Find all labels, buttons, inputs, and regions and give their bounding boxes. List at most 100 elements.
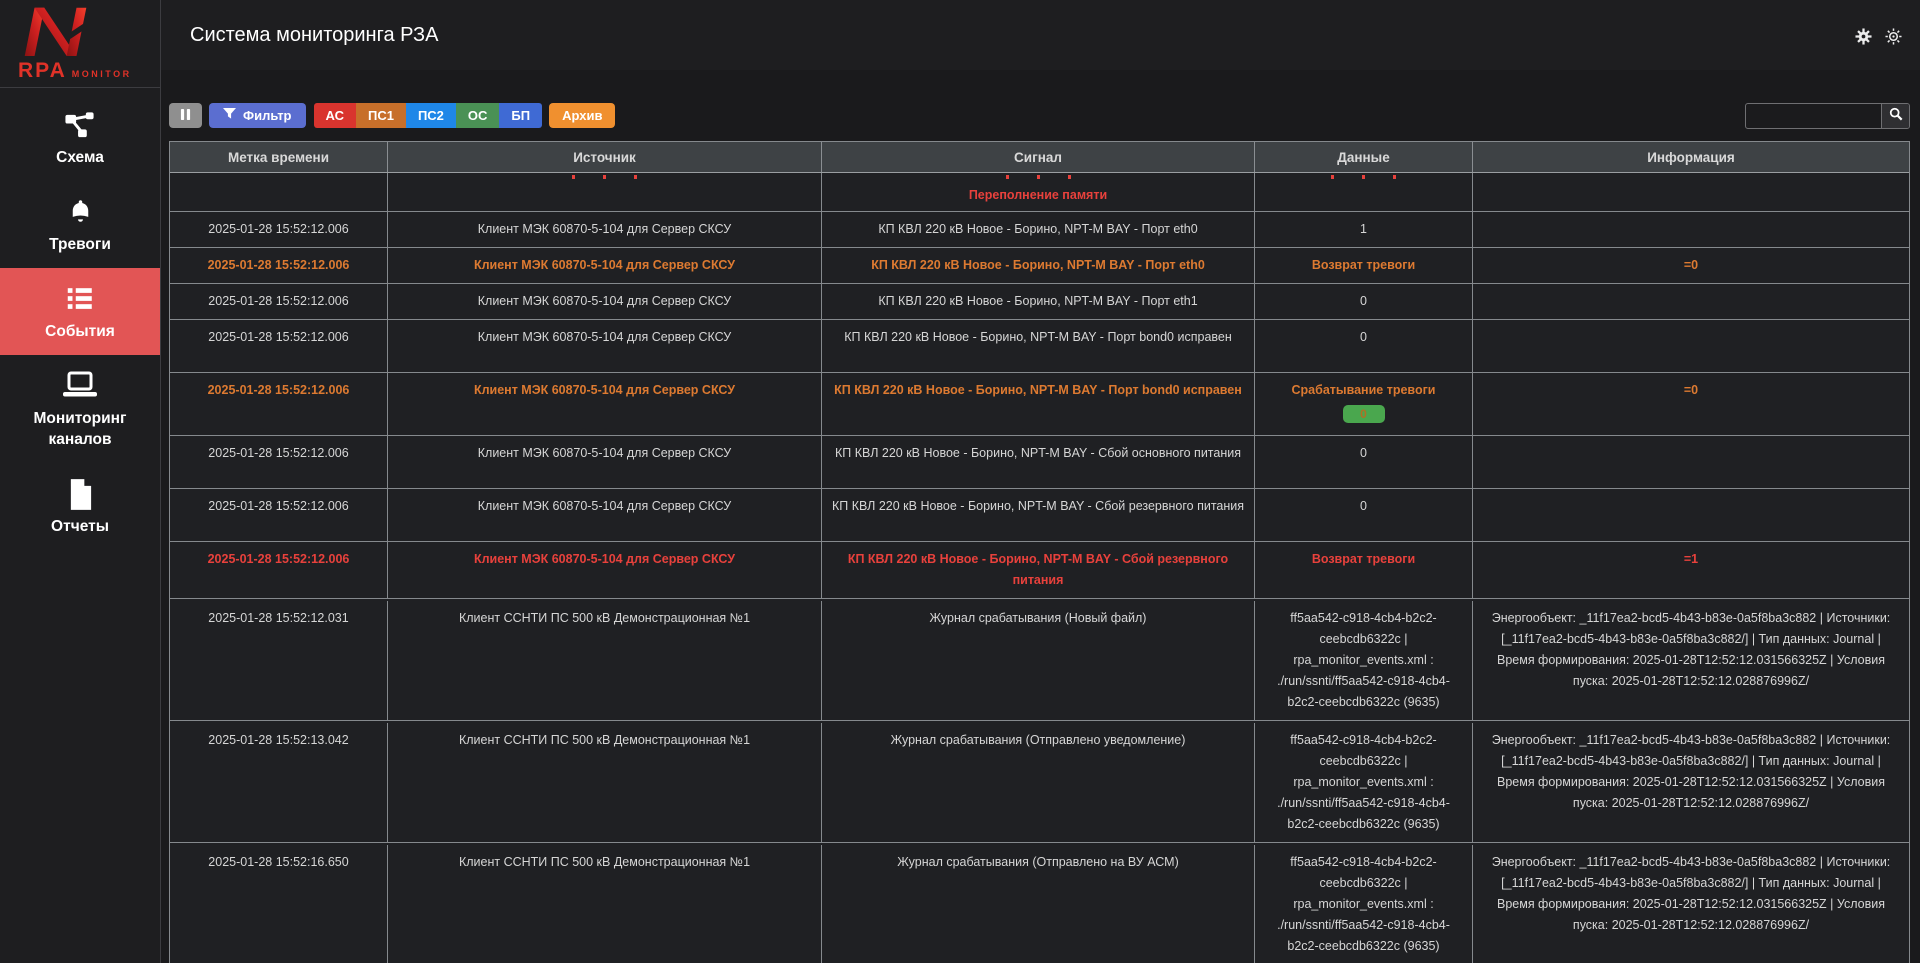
filter-chip-ps2[interactable]: ПС2 [406, 103, 456, 128]
alarms-bell-icon [6, 195, 154, 229]
sidebar-item-label: События [6, 321, 154, 342]
cell-time: 2025-01-28 15:52:12.006 [170, 436, 388, 488]
settings-gear-icon[interactable] [1855, 28, 1872, 45]
cell-signal-text: Переполнение памяти [969, 185, 1107, 206]
cell-data: Возврат тревоги [1255, 542, 1473, 598]
column-header-time: Метка времени [170, 142, 388, 172]
cell-source: Клиент МЭК 60870-5-104 для Сервер СКСУ [388, 373, 822, 435]
cell-info: Энергообъект: _11f17ea2-bcd5-4b43-b83e-0… [1473, 723, 1909, 842]
cell-info: =1 [1473, 542, 1909, 598]
cell-data-text: 0 [1360, 327, 1367, 348]
cell-data-text: 1 [1360, 219, 1367, 240]
cell-source-text: Клиент МЭК 60870-5-104 для Сервер СКСУ [478, 327, 732, 348]
cell-data: ff5aa542-c918-4cb4-b2c2-ceebcdb6322c | r… [1255, 723, 1473, 842]
cell-signal-text: Журнал срабатывания (Отправлено уведомле… [891, 730, 1186, 751]
cell-info: =0 [1473, 373, 1909, 435]
funnel-icon [223, 108, 236, 124]
cell-signal: КП КВЛ 220 кВ Новое - Борино, NPT-M BAY … [822, 489, 1255, 541]
cell-time-text: 2025-01-28 15:52:12.006 [208, 443, 348, 464]
search-button[interactable] [1881, 104, 1909, 128]
table-row[interactable]: 2025-01-28 15:52:12.006Клиент МЭК 60870-… [170, 373, 1909, 436]
sidebar: RPA MONITOR Схема Тревоги События Мониторин… [0, 0, 161, 963]
cell-source: Клиент МЭК 60870-5-104 для Сервер СКСУ [388, 542, 822, 598]
cell-time: 2025-01-28 15:52:16.650 [170, 845, 388, 963]
cell-signal-text: КП КВЛ 220 кВ Новое - Борино, NPT-M BAY … [878, 219, 1197, 240]
cell-source: Клиент ССНТИ ПС 500 кВ Демонстрационная … [388, 723, 822, 842]
cell-time: 2025-01-28 15:52:12.006 [170, 248, 388, 283]
cell-data: 0 [1255, 489, 1473, 541]
cell-info [1473, 320, 1909, 372]
cell-time: 2025-01-28 15:52:13.042 [170, 723, 388, 842]
column-header-info: Информация [1473, 142, 1909, 172]
table-row[interactable]: 2025-01-28 15:52:12.006 Клиент МЭК 60870-… [170, 436, 1909, 489]
filter-chip-group: АСПС1ПС2ОСБП [314, 103, 543, 128]
sidebar-item-label: Тревоги [6, 234, 154, 255]
table-row[interactable]: 2025-01-28 15:52:12.031Клиент ССНТИ ПС 5… [170, 599, 1909, 721]
table-row[interactable]: 2025-01-28 15:52:12.006 Клиент МЭК 60870-… [170, 320, 1909, 373]
cell-data: 1 [1255, 212, 1473, 247]
cell-info-text: Энергообъект: _11f17ea2-bcd5-4b43-b83e-0… [1481, 608, 1901, 692]
sidebar-item-channels[interactable]: Мониторинг каналов [0, 355, 160, 463]
cell-signal: КП КВЛ 220 кВ Новое - Борино, NPT-M BAY … [822, 248, 1255, 283]
cell-signal: КП КВЛ 220 кВ Новое - Борино, NPT-M BAY … [822, 436, 1255, 488]
cell-time: 2025-01-28 15:52:12.006 [170, 489, 388, 541]
cell-data-text: ff5aa542-c918-4cb4-b2c2-ceebcdb6322c | r… [1263, 730, 1464, 835]
cell-signal-text: КП КВЛ 220 кВ Новое - Борино, NPT-M BAY … [834, 380, 1242, 401]
cell-source: Клиент ССНТИ ПС 500 кВ Демонстрационная … [388, 601, 822, 720]
cell-time-text: 2025-01-28 15:52:13.042 [208, 730, 348, 751]
filter-button[interactable]: Фильтр [209, 103, 306, 128]
pause-button[interactable] [169, 103, 202, 128]
table-row[interactable]: 2025-01-28 15:52:13.042 Клиент ССНТИ ПС 5… [170, 721, 1909, 843]
cell-source: Клиент МЭК 60870-5-104 для Сервер СКСУ [388, 320, 822, 372]
filter-chip-bp[interactable]: БП [499, 103, 542, 128]
sidebar-item-label: Мониторинг каналов [6, 408, 154, 450]
table-body: Переполнение памяти 2025-01-28 15:52:12.0… [170, 173, 1909, 963]
table-row[interactable]: 2025-01-28 15:52:12.006Клиент МЭК 60870-… [170, 542, 1909, 599]
table-row[interactable]: 2025-01-28 15:52:12.006Клиент МЭК 60870-… [170, 248, 1909, 284]
filter-button-label: Фильтр [243, 108, 292, 123]
table-row[interactable]: Переполнение памяти [170, 173, 1909, 212]
cell-source-text: Клиент МЭК 60870-5-104 для Сервер СКСУ [474, 380, 735, 401]
cell-data-text: 0 [1360, 443, 1367, 464]
cell-time: 2025-01-28 15:52:12.006 [170, 542, 388, 598]
search-box [1745, 103, 1910, 129]
sidebar-item-alarms[interactable]: Тревоги [0, 181, 160, 268]
sidebar-item-reports[interactable]: Отчеты [0, 463, 160, 550]
rpa-logo-icon [18, 43, 110, 60]
cell-signal: Журнал срабатывания (Отправлено на ВУ АС… [822, 845, 1255, 963]
cell-source: Клиент МЭК 60870-5-104 для Сервер СКСУ [388, 436, 822, 488]
display-settings-gear-icon[interactable] [1885, 28, 1902, 45]
cell-signal: КП КВЛ 220 кВ Новое - Борино, NPT-M BAY … [822, 212, 1255, 247]
table-row[interactable]: 2025-01-28 15:52:12.006Клиент МЭК 60870-… [170, 212, 1909, 248]
archive-button[interactable]: Архив [549, 103, 615, 128]
events-toolbar: Фильтр АСПС1ПС2ОСБП Архив [169, 103, 1910, 128]
app-logo[interactable]: RPA MONITOR [0, 0, 160, 88]
reports-file-icon [6, 477, 154, 511]
cell-time: 2025-01-28 15:52:12.006 [170, 212, 388, 247]
cell-time-text: 2025-01-28 15:52:12.006 [208, 255, 350, 276]
sidebar-item-schema[interactable]: Схема [0, 94, 160, 181]
filter-chip-ps1[interactable]: ПС1 [356, 103, 406, 128]
table-row[interactable]: 2025-01-28 15:52:12.006Клиент МЭК 60870-… [170, 489, 1909, 542]
sidebar-item-events[interactable]: События [0, 268, 160, 355]
cell-time [170, 173, 388, 211]
cell-signal-text: КП КВЛ 220 кВ Новое - Борино, NPT-M BAY … [830, 549, 1246, 591]
table-row[interactable]: 2025-01-28 15:52:12.006Клиент МЭК 60870-… [170, 284, 1909, 320]
cell-time-text: 2025-01-28 15:52:16.650 [208, 852, 348, 873]
cell-info-text: Энергообъект: _11f17ea2-bcd5-4b43-b83e-0… [1481, 730, 1901, 814]
logo-text-primary: RPA [18, 59, 67, 83]
logo-text-secondary: MONITOR [72, 69, 132, 79]
cell-data-text: Возврат тревоги [1312, 255, 1415, 276]
cell-data: Возврат тревоги [1255, 248, 1473, 283]
filter-chip-os[interactable]: ОС [456, 103, 500, 128]
cell-signal-text: Журнал срабатывания (Новый файл) [930, 608, 1147, 629]
cell-signal: КП КВЛ 220 кВ Новое - Борино, NPT-M BAY … [822, 373, 1255, 435]
app-window: RPA MONITOR Схема Тревоги События Мониторин… [0, 0, 1920, 963]
filter-chip-as[interactable]: АС [314, 103, 356, 128]
cell-time-text: 2025-01-28 15:52:12.006 [208, 327, 348, 348]
cell-info: Энергообъект: _11f17ea2-bcd5-4b43-b83e-0… [1473, 601, 1909, 720]
search-input[interactable] [1746, 104, 1881, 128]
cell-source: Клиент МЭК 60870-5-104 для Сервер СКСУ [388, 284, 822, 319]
cell-source: Клиент ССНТИ ПС 500 кВ Демонстрационная … [388, 845, 822, 963]
table-row[interactable]: 2025-01-28 15:52:16.650 Клиент ССНТИ ПС 5… [170, 843, 1909, 963]
